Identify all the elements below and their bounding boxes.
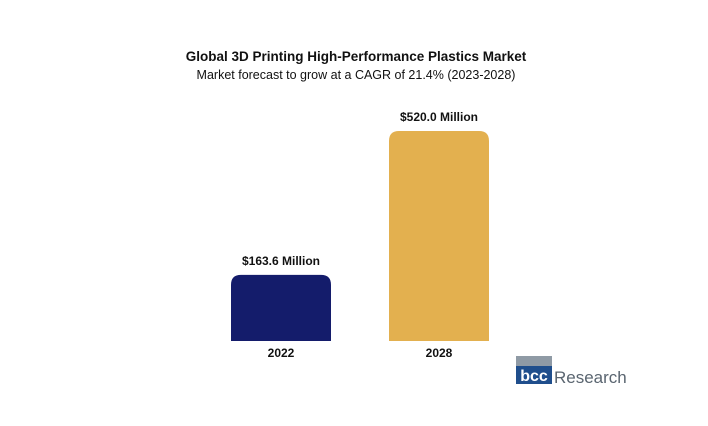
chart-subtitle: Market forecast to grow at a CAGR of 21.… — [197, 68, 516, 82]
logo-mark-block — [516, 366, 552, 384]
logo-mark-text: bcc — [520, 368, 548, 385]
logo-gray-bar — [516, 356, 552, 366]
logo-word: Research — [554, 368, 627, 387]
bar-2028 — [389, 131, 489, 341]
data-label-2028: $520.0 Million — [400, 110, 478, 124]
x-tick-label-2022: 2022 — [268, 346, 295, 360]
chart-title: Global 3D Printing High-Performance Plas… — [186, 49, 527, 64]
data-label-2022: $163.6 Million — [242, 254, 320, 268]
bar-2022 — [231, 274, 331, 341]
bars-group: $163.6 Million 2022 $520.0 Million 2028 — [231, 110, 489, 360]
bcc-research-logo: bcc Research — [516, 356, 627, 387]
x-tick-label-2028: 2028 — [426, 346, 453, 360]
